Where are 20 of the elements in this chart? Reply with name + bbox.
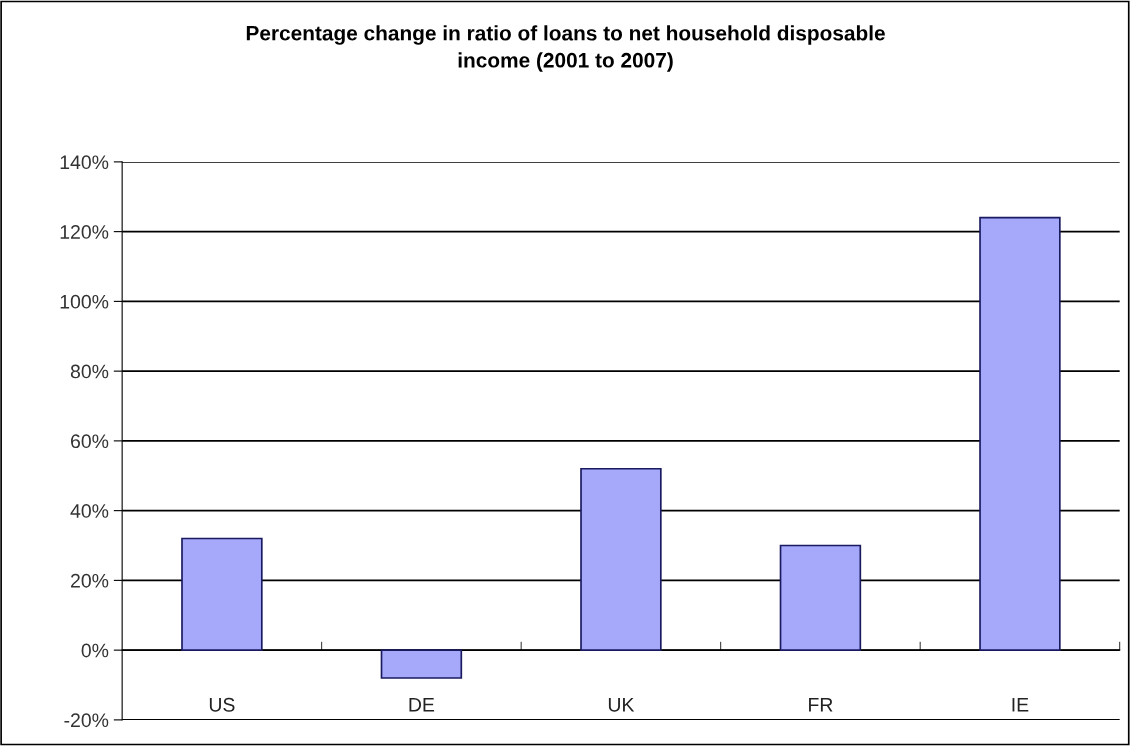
chart-title: Percentage change in ratio of loans to net household disposable income (2001 to 2007) — [246, 25, 885, 72]
bar — [779, 544, 862, 651]
y-tick-label: 0% — [81, 643, 109, 658]
bar — [380, 649, 463, 679]
y-tick-label: 120% — [60, 225, 109, 239]
x-tick-label: UK — [608, 698, 635, 712]
y-tick-label: -20% — [64, 713, 109, 728]
y-tick-label: 20% — [71, 573, 109, 588]
x-tick-label: US — [209, 697, 235, 712]
y-tick-label: 100% — [60, 294, 109, 309]
y-tick-label: 60% — [71, 434, 109, 449]
y-tick-label: 140% — [60, 155, 109, 170]
x-tick-label: DE — [409, 698, 435, 712]
y-tick-label: 80% — [70, 364, 109, 379]
x-tick-label: FR — [809, 698, 833, 712]
y-tick-label: 40% — [70, 504, 109, 518]
bar — [580, 467, 662, 651]
x-tick-label: IE — [1012, 698, 1029, 712]
bar — [181, 537, 263, 651]
bar — [979, 216, 1061, 651]
